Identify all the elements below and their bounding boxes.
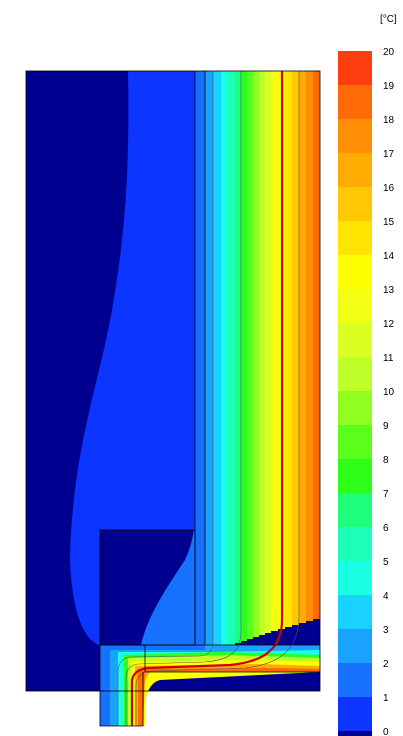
band-5 [221,71,228,647]
legend-tick-label: 14 [383,251,395,262]
legend-tick-label: 5 [383,557,389,568]
band-16 [292,71,299,625]
legend-tick-label: 16 [383,183,395,194]
legend-tick-label: 9 [383,421,389,432]
legend-swatch [338,629,372,663]
temperature-legend [338,51,372,736]
band-13 [271,71,278,631]
band-19 [313,71,320,619]
legend-swatch [338,153,372,187]
outline-domain [25,70,321,692]
band-4 [213,71,221,649]
band-3 [205,71,213,651]
legend-swatch [338,425,372,459]
legend-tick-label: 0 [383,727,389,736]
legend-tick-label: 7 [383,489,389,500]
legend-swatch [338,697,372,731]
legend-swatch [338,187,372,221]
legend-swatch [338,561,372,595]
legend-tick-label: 4 [383,591,389,602]
outline-foot [99,645,144,727]
band-7 [235,71,241,643]
construction-outlines [25,70,321,727]
zone-1 [70,71,195,645]
legend-swatch [338,119,372,153]
legend-tick-label: 6 [383,523,389,534]
legend-swatch [338,459,372,493]
legend-swatch [338,357,372,391]
legend-tick-label: 2 [383,659,389,670]
band-11 [259,71,265,635]
legend-swatch [338,289,372,323]
isotherm-thin-1 [117,71,214,726]
legend-tick-label: 8 [383,455,389,466]
legend-tick-label: 13 [383,285,395,296]
legend-tick-label: 17 [383,149,395,160]
legend-tick-label: 10 [383,387,395,398]
legend-tick-label: 20 [383,47,395,58]
legend-tick-label: 12 [383,319,395,330]
legend-tick-label: 15 [383,217,395,228]
legend-swatch [338,323,372,357]
legend-tick-label: 1 [383,693,389,704]
band-12 [265,71,271,633]
band-18 [306,71,313,621]
zone-2 [140,71,205,650]
temperature-field [26,71,320,726]
slab-band-14 [131,660,320,726]
legend-swatch [338,595,372,629]
legend-tick-label: 19 [383,81,395,92]
legend-swatch [338,527,372,561]
legend-swatch [338,663,372,697]
isotherm-thin-3 [135,71,300,726]
band-10 [253,71,259,637]
band-17 [299,71,306,623]
legend-tick-label: 11 [383,353,394,364]
legend-tick-label: 3 [383,625,389,636]
band-9 [247,71,253,639]
legend-swatch [338,493,372,527]
legend-unit: [°C] [380,14,397,25]
legend-swatch [338,255,372,289]
band-15 [285,71,292,627]
legend-swatch [338,391,372,425]
band-6 [228,71,235,645]
legend-swatch [338,85,372,119]
legend-swatch [338,51,372,85]
isotherm-red [130,71,284,726]
legend-swatch [338,731,372,736]
band-8 [241,71,247,641]
legend-swatch [338,221,372,255]
legend-tick-label: 18 [383,115,395,126]
isotherm-thin-2 [125,71,242,726]
